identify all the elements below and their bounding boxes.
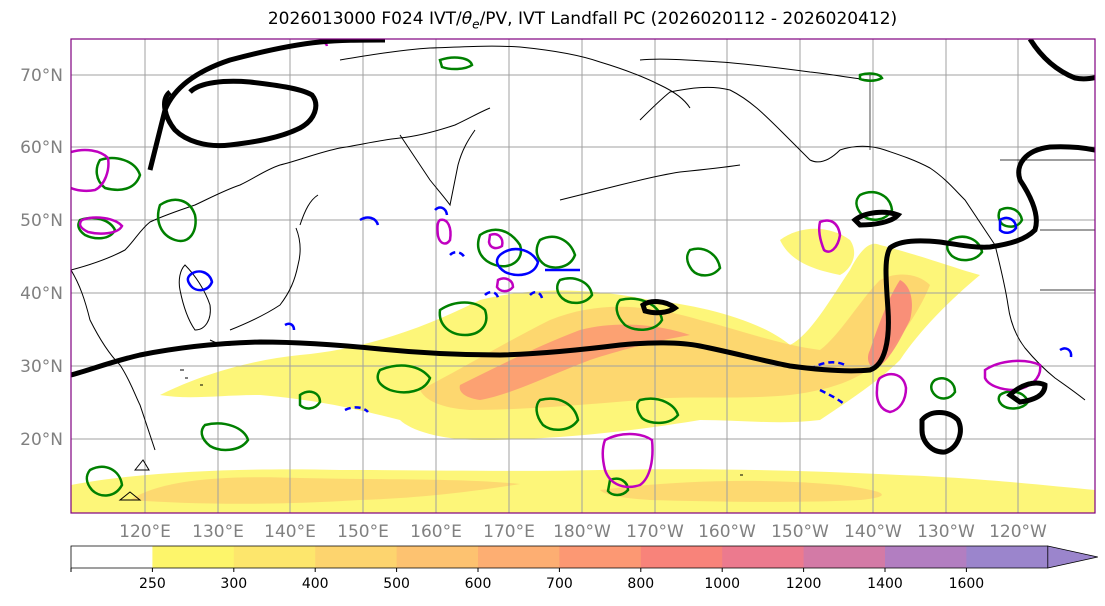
kamchatka-coastline	[399, 129, 476, 207]
na-west-coastline	[994, 244, 1086, 401]
colorbar-tick-label: 250	[139, 576, 166, 592]
colorbar-tick-label: 1200	[786, 576, 822, 592]
colorbar-segment	[478, 546, 560, 568]
aleutians-coastline	[559, 164, 741, 201]
asia-coastline	[71, 107, 491, 451]
landfall-ring-4	[1006, 380, 1048, 405]
map-frame	[70, 38, 1096, 514]
colorbar-segment	[152, 546, 235, 568]
colorbar-tick-label: 700	[546, 576, 573, 592]
landfall-arctic-contour	[147, 39, 386, 171]
title-bar: 2026013000 F024 IVT/θe/PV, IVT Landfall …	[0, 0, 1105, 34]
siberia-coastline	[339, 45, 691, 109]
colorbar-tick-label: 1000	[704, 576, 740, 592]
lon-label: 170°E	[483, 522, 535, 542]
lon-label: 160°W	[698, 522, 756, 542]
colorbar: 250 300 400 500 600 700 800 1000 1200 1400 1600	[70, 545, 1098, 592]
colorbar-tick-label: 600	[465, 576, 492, 592]
lat-label: 20°N	[20, 430, 63, 450]
colorbar-segment	[885, 546, 967, 568]
title-theta: θ	[461, 9, 473, 29]
colorbar-segment	[640, 546, 723, 568]
pacific-islands	[118, 369, 743, 501]
lon-label: 120°W	[989, 522, 1047, 542]
lon-label: 140°E	[264, 522, 316, 542]
ivt-south-band-mid-2	[600, 480, 882, 502]
colorbar-segment	[559, 546, 642, 568]
ivt-south-band-mid	[130, 477, 520, 504]
coastlines	[71, 45, 1095, 501]
colorbar-tick-label: 800	[627, 576, 654, 592]
lon-label: 150°W	[771, 522, 829, 542]
colorbar-segment	[71, 546, 153, 568]
colorbar-segment	[803, 546, 886, 568]
lat-label: 40°N	[20, 284, 63, 304]
title-rest: /PV, IVT Landfall PC (2026020112 - 20260…	[479, 9, 898, 29]
colorbar-segment	[315, 546, 398, 568]
colorbar-tick-label: 1400	[867, 576, 903, 592]
lon-label: 160°E	[410, 522, 462, 542]
landfall-ring-3	[851, 209, 903, 228]
pv-green-contours	[77, 56, 1030, 497]
lon-label: 180°W	[553, 522, 611, 542]
lon-label: 150°E	[337, 522, 389, 542]
landfall-main-contour	[71, 144, 1095, 378]
colorbar-tick-label: 1600	[949, 576, 985, 592]
colorbar-tick-label: 300	[220, 576, 247, 592]
korea-coastline	[178, 264, 211, 331]
latitude-labels: 70°N 60°N 50°N 40°N 30°N 20°N	[20, 66, 63, 450]
alaska-coastline	[639, 58, 996, 246]
lat-label: 30°N	[20, 357, 63, 377]
colorbar-tick-label: 500	[383, 576, 410, 592]
colorbar-segment	[722, 546, 805, 568]
lat-label: 60°N	[20, 138, 63, 158]
lon-label: 130°W	[917, 522, 975, 542]
landfall-ring-1	[919, 410, 963, 455]
colorbar-segment	[233, 546, 316, 568]
landfall-pc-contours	[71, 39, 1095, 455]
ivt-filled-contours	[71, 228, 1095, 513]
colorbar-extend-arrow	[1047, 545, 1098, 569]
colorbar-tick-label: 400	[302, 576, 329, 592]
lon-label: 120°E	[119, 522, 171, 542]
lon-label: 130°E	[192, 522, 244, 542]
title-main: 2026013000 F024 IVT/	[267, 9, 462, 29]
na-borders	[869, 75, 1095, 291]
lat-label: 50°N	[20, 211, 63, 231]
ivt-band-low-2	[780, 228, 855, 275]
lon-label: 140°W	[844, 522, 902, 542]
landfall-ring-2	[640, 299, 680, 316]
title-theta-sub: e	[472, 17, 480, 32]
map-content	[71, 39, 1095, 513]
colorbar-segment	[966, 546, 1049, 568]
colorbar-segment	[396, 546, 479, 568]
longitude-labels: 120°E 130°E 140°E 150°E 160°E 170°E 180°…	[119, 522, 1047, 542]
lat-label: 70°N	[20, 66, 63, 86]
lon-label: 170°W	[626, 522, 684, 542]
